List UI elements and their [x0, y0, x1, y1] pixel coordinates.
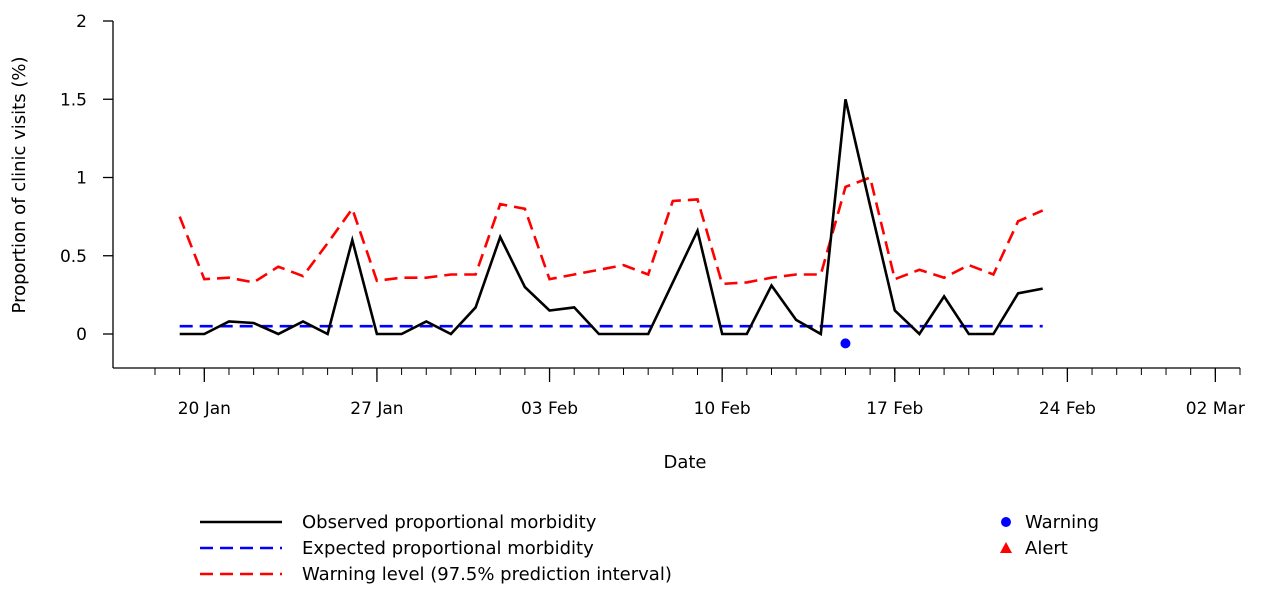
legend-label: Warning level (97.5% prediction interval… — [302, 564, 672, 585]
y-tick-label: 1 — [76, 169, 87, 189]
y-tick-label: 0 — [76, 325, 87, 345]
y-tick-label: 0.5 — [60, 247, 87, 267]
x-tick-label: 20 Jan — [178, 399, 231, 419]
x-axis: 20 Jan 27 Jan 03 Feb 10 Feb 17 Feb 24 Feb 02 M… — [113, 367, 1245, 419]
legend-label: Expected proportional morbidity — [302, 538, 594, 559]
series-line-observed — [179, 99, 1043, 337]
x-tick-label: 03 Feb — [521, 399, 578, 419]
y-tick-label: 1.5 — [60, 90, 87, 110]
x-tick-label: 02 Mar — [1186, 399, 1245, 419]
y-axis-title: Proportion of clinic visits (%) — [9, 57, 30, 314]
legend-alert-icon — [1000, 542, 1012, 553]
x-tick-label: 17 Feb — [866, 399, 923, 419]
legend-label: Warning — [1025, 512, 1099, 533]
series-line-warning-level — [178, 175, 1044, 286]
x-tick-label: 10 Feb — [694, 399, 751, 419]
x-axis-title: Date — [663, 452, 706, 473]
x-tick-label: 27 Jan — [350, 399, 403, 419]
y-tick-label: 2 — [76, 12, 87, 32]
legend-label: Observed proportional morbidity — [302, 512, 597, 533]
x-tick-label: 24 Feb — [1039, 399, 1096, 419]
plot-markers — [840, 338, 851, 349]
legend: Observed proportional morbidity Expected … — [200, 512, 1099, 585]
legend-warning-icon — [1001, 517, 1011, 527]
y-axis: 0 0.5 1 1.5 2 — [60, 12, 114, 368]
warning-marker — [840, 338, 851, 349]
legend-label: Alert — [1025, 538, 1068, 559]
plot-area — [178, 99, 1044, 337]
